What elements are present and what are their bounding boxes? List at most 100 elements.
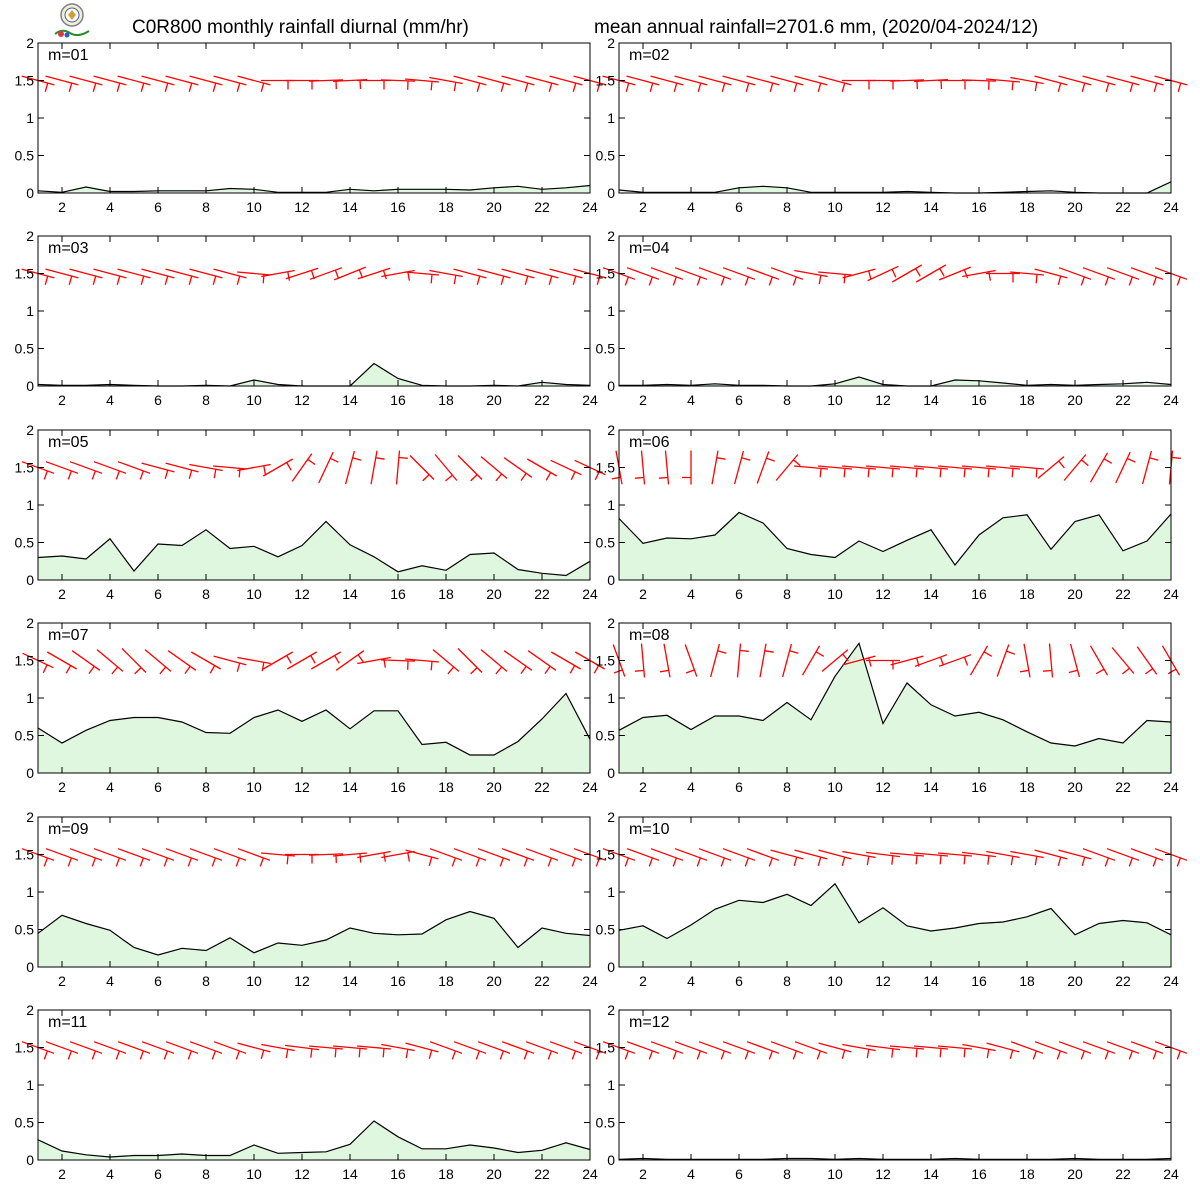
- x-tick-label: 24: [1163, 973, 1179, 989]
- wind-barb: [770, 849, 804, 866]
- wind-barb: [1115, 451, 1136, 484]
- wind-barb: [395, 450, 408, 485]
- y-tick-label: 0: [607, 185, 615, 201]
- wind-barb: [141, 848, 175, 867]
- x-tick-label: 18: [438, 392, 454, 408]
- x-tick-label: 8: [783, 586, 791, 602]
- rainfall-line: [37, 910, 591, 956]
- wind-barb: [962, 1043, 996, 1059]
- plot-frame: [37, 1009, 591, 1161]
- wind-barb: [261, 1043, 295, 1059]
- wind-barb: [1010, 850, 1044, 866]
- wind-barb: [866, 659, 900, 670]
- x-tick-label: 10: [827, 586, 843, 602]
- x-tick-label: 14: [923, 199, 939, 215]
- x-tick-label: 10: [246, 973, 262, 989]
- y-tick-label: 2: [26, 809, 34, 825]
- wind-barb: [890, 465, 924, 478]
- x-tick-label: 22: [534, 392, 550, 408]
- wind-barb: [842, 655, 876, 667]
- wind-barb: [357, 1045, 391, 1058]
- wind-barb: [286, 651, 318, 670]
- wind-barb: [986, 850, 1020, 866]
- x-tick-label: 20: [486, 586, 502, 602]
- y-tick-label: 1.5: [15, 266, 35, 282]
- wind-barb: [409, 455, 435, 482]
- x-tick-label: 10: [246, 586, 262, 602]
- wind-barb: [1034, 268, 1068, 285]
- x-tick-label: 16: [390, 1166, 406, 1182]
- wind-barb: [453, 1041, 487, 1060]
- wind-barb: [429, 269, 463, 285]
- wind-barb: [501, 848, 535, 867]
- wind-barb: [357, 79, 391, 90]
- wind-barb: [1034, 75, 1068, 92]
- wind-barb: [477, 75, 511, 92]
- wind-barb: [525, 75, 559, 92]
- wind-barb: [117, 268, 151, 285]
- y-tick-label: 1: [607, 497, 615, 513]
- y-tick-label: 0: [607, 378, 615, 394]
- y-tick-label: 1: [607, 1077, 615, 1093]
- x-tick-label: 14: [923, 586, 939, 602]
- y-tick-label: 0: [26, 572, 34, 588]
- figure-subtitle: mean annual rainfall=2701.6 mm, (2020/04…: [594, 17, 1039, 38]
- rainfall-area: [619, 643, 1171, 773]
- wind-barb: [549, 75, 583, 92]
- panel-m-03: 00.511.522 4 6 8 10 12 14 16 18 20 22 24m=03: [15, 228, 607, 408]
- x-tick-label: 20: [486, 973, 502, 989]
- wind-barb: [1068, 643, 1081, 678]
- panel-m-02: 00.511.522 4 6 8 10 12 14 16 18 20 22 24m=02: [596, 35, 1188, 215]
- x-tick-label: 16: [390, 586, 406, 602]
- y-tick-label: 1.5: [596, 1040, 616, 1056]
- wind-barb: [1010, 76, 1044, 92]
- wind-barb: [698, 267, 732, 286]
- wind-barb: [237, 75, 271, 92]
- x-tick-label: 6: [735, 973, 743, 989]
- x-tick-label: 20: [1067, 973, 1083, 989]
- wind-barb: [938, 1045, 972, 1058]
- wind-barb: [634, 450, 646, 485]
- wind-barb: [213, 75, 247, 92]
- x-tick-label: 10: [827, 199, 843, 215]
- wind-barb: [405, 1042, 439, 1059]
- x-tick-label: 4: [687, 973, 695, 989]
- x-tick-label: 4: [687, 392, 695, 408]
- y-tick-label: 1.5: [15, 460, 35, 476]
- x-tick-label: 4: [106, 586, 114, 602]
- wind-barb: [501, 268, 535, 285]
- panel-label: m=03: [48, 240, 89, 257]
- wind-barb: [525, 848, 559, 867]
- wind-barb: [237, 656, 271, 672]
- x-tick-label: 4: [106, 392, 114, 408]
- wind-barb: [698, 848, 732, 867]
- panel-label: m=04: [629, 240, 670, 257]
- y-tick-label: 0: [607, 959, 615, 975]
- wind-barb: [93, 461, 127, 480]
- wind-barb: [503, 457, 533, 481]
- panel-m-08: 00.511.522 4 6 8 10 12 14 16 18 20 22 24m=08: [596, 615, 1181, 795]
- wind-barb: [333, 266, 367, 281]
- wind-barb: [165, 848, 199, 867]
- wind-barb: [261, 79, 295, 90]
- wind-barb: [318, 451, 339, 484]
- wind-barb: [775, 454, 801, 481]
- wind-barb: [1010, 271, 1044, 284]
- wind-barb: [914, 1045, 948, 1058]
- wind-barb: [165, 268, 199, 285]
- x-tick-label: 18: [438, 779, 454, 795]
- wind-barb: [457, 455, 483, 482]
- y-tick-label: 1.5: [596, 73, 616, 89]
- x-tick-label: 6: [154, 586, 162, 602]
- x-tick-label: 20: [1067, 779, 1083, 795]
- x-tick-label: 18: [1019, 779, 1035, 795]
- panel-label: m=11: [48, 1014, 87, 1031]
- y-tick-label: 1.5: [15, 653, 35, 669]
- y-tick-label: 1.5: [596, 847, 616, 863]
- wind-barb: [684, 644, 698, 677]
- x-tick-label: 24: [582, 586, 598, 602]
- x-tick-label: 12: [875, 392, 891, 408]
- wind-barb: [634, 643, 646, 678]
- y-tick-label: 2: [607, 422, 615, 438]
- wind-barb: [237, 463, 271, 475]
